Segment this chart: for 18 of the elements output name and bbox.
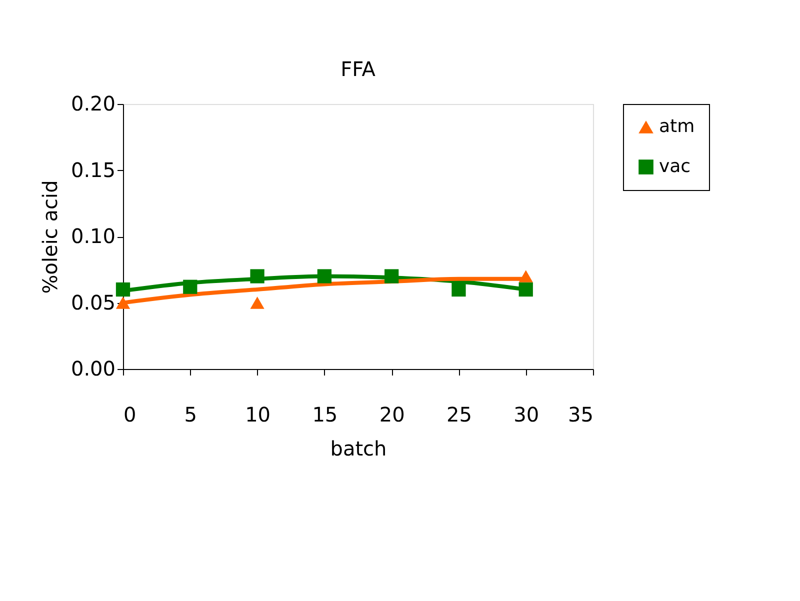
- legend-label: atm: [659, 116, 695, 137]
- legend-label: vac: [659, 156, 691, 177]
- chart-title: FFA: [340, 57, 376, 81]
- x-tick-label: 20: [379, 402, 405, 426]
- y-tick-label: 0.10: [70, 224, 116, 248]
- x-tick-label: 15: [312, 402, 338, 426]
- x-tick-label: 0: [124, 402, 136, 426]
- y-axis-title: %oleic acid: [38, 180, 62, 294]
- y-tick-label: 0.15: [70, 158, 116, 182]
- y-tick-label: 0.20: [70, 92, 116, 116]
- x-axis-title: batch: [330, 436, 387, 460]
- y-tick-label: 0.05: [70, 290, 116, 314]
- x-tick-label: 25: [446, 402, 472, 426]
- x-tick-label: 30: [514, 402, 540, 426]
- x-tick-label: 5: [184, 402, 198, 426]
- x-tick-label: 10: [245, 402, 271, 426]
- x-tick-label: 35: [568, 402, 594, 426]
- y-tick-label: 0.00: [70, 356, 116, 380]
